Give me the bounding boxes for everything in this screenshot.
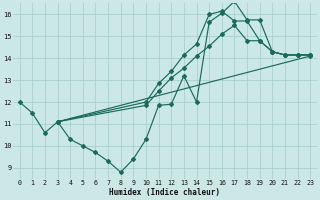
X-axis label: Humidex (Indice chaleur): Humidex (Indice chaleur) <box>109 188 220 197</box>
